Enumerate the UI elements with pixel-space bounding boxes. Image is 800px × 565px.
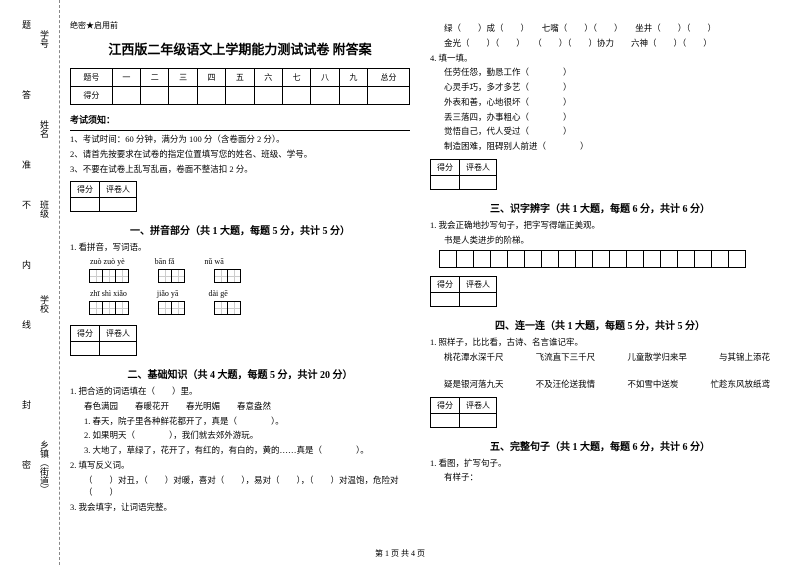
- th: 九: [339, 69, 367, 87]
- text: 3. 大地了，草绿了，花开了，有红的，有白的，黄的……真是（ ）。: [70, 444, 410, 457]
- th: 题号: [71, 69, 113, 87]
- text: 春色满园 春暖花开 春光明媚 春意盎然: [70, 400, 410, 413]
- section-title: 五、完整句子（共 1 大题，每题 6 分，共计 6 分）: [430, 438, 770, 453]
- td: 得分: [71, 87, 113, 105]
- text: 绿（ ）成（ ） 七嘴（ ）（ ） 坐井（ ）（ ）: [430, 22, 770, 35]
- scorebox: 得分评卷人: [70, 181, 137, 212]
- scorebox: 得分评卷人: [430, 159, 497, 190]
- question: 1. 照样子，比比看，古诗、名言谁记牢。: [430, 336, 770, 349]
- match-item: 儿童散学归来早: [627, 351, 687, 364]
- notice-item: 3、不要在试卷上乱写乱画，卷面不整洁扣 2 分。: [70, 163, 410, 176]
- page-footer: 第 1 页 共 4 页: [0, 548, 800, 559]
- margin-label: 学号: [38, 30, 51, 48]
- section-title: 三、识字辨字（共 1 大题，每题 6 分，共计 6 分）: [430, 200, 770, 215]
- question: 1. 看拼音，写词语。: [70, 241, 410, 254]
- text: 1. 春天，院子里各种鲜花都开了，真是（ ）。: [70, 415, 410, 428]
- text: 外表和善，心地很坏（ ）: [430, 96, 770, 109]
- text: 丢三落四，办事粗心（ ）: [430, 111, 770, 124]
- margin-label: 学校: [38, 295, 51, 313]
- th: 七: [282, 69, 310, 87]
- section-title: 四、连一连（共 1 大题，每题 5 分，共计 5 分）: [430, 317, 770, 332]
- th: 五: [226, 69, 254, 87]
- pinyin: jiǎo yā: [157, 289, 179, 298]
- match-item: 与其锦上添花: [719, 351, 770, 364]
- th: 总分: [368, 69, 410, 87]
- margin-label: 乡镇（街道）: [38, 440, 51, 494]
- scorebox: 得分评卷人: [430, 397, 497, 428]
- scorebox: 得分评卷人: [430, 276, 497, 307]
- writing-grid: [440, 250, 770, 268]
- question: 3. 我会填字，让词语完整。: [70, 501, 410, 514]
- text: （ ）对丑，（ ）对暖，喜对（ ），易对（ ），（ ）对温饱，危险对（ ）: [70, 474, 410, 500]
- text: 书是人类进步的阶梯。: [430, 234, 770, 247]
- th: 三: [169, 69, 197, 87]
- question: 1. 把合适的词语填在（ ）里。: [70, 385, 410, 398]
- scorebox: 得分评卷人: [70, 325, 137, 356]
- margin-hint: 不: [20, 200, 33, 209]
- margin-hint: 密: [20, 460, 33, 469]
- margin-hint: 答: [20, 90, 33, 99]
- text: 觉悟自己，代人受过（ ）: [430, 125, 770, 138]
- th: 四: [197, 69, 225, 87]
- match-item: 桃花潭水深千尺: [444, 351, 504, 364]
- th: 一: [112, 69, 140, 87]
- td: [112, 87, 140, 105]
- text: 2. 如果明天（ ），我们就去郊外游玩。: [70, 429, 410, 442]
- notice-item: 1、考试时间：60 分钟，满分为 100 分（含卷面分 2 分）。: [70, 133, 410, 146]
- th: 六: [254, 69, 282, 87]
- text: 有样子：: [430, 471, 770, 484]
- pinyin: zhī shì xiǎo: [90, 289, 127, 298]
- question: 2. 填写反义词。: [70, 459, 410, 472]
- margin-label: 班级: [38, 200, 51, 218]
- margin-hint: 内: [20, 260, 33, 269]
- pinyin: dài gē: [208, 289, 227, 298]
- pinyin: zuò zuò yè: [90, 257, 125, 266]
- text: 心灵手巧，多才多艺（ ）: [430, 81, 770, 94]
- th: 二: [141, 69, 169, 87]
- text: 任劳任怨，勤恳工作（ ）: [430, 66, 770, 79]
- notice-item: 2、请首先按要求在试卷的指定位置填写您的姓名、班级、学号。: [70, 148, 410, 161]
- text: 制造困难，阻碍别人前进（ ）: [430, 140, 770, 153]
- section-title: 一、拼音部分（共 1 大题，每题 5 分，共计 5 分）: [70, 222, 410, 237]
- margin-hint: 题: [20, 20, 33, 29]
- pinyin: nǔ wā: [204, 257, 223, 266]
- section-title: 二、基础知识（共 4 大题，每题 5 分，共计 20 分）: [70, 366, 410, 381]
- notice-heading: 考试须知：: [70, 113, 410, 126]
- match-item: 不如雪中送炭: [627, 378, 678, 391]
- question: 4. 填一填。: [430, 52, 770, 65]
- margin-hint: 准: [20, 160, 33, 169]
- question: 1. 看图，扩写句子。: [430, 457, 770, 470]
- text: 金光（ ）（ ） （ ）（ ）协力 六神（ ）（ ）: [430, 37, 770, 50]
- margin-hint: 封: [20, 400, 33, 409]
- question: 1. 我会正确地抄写句子，把字写得端正美观。: [430, 219, 770, 232]
- match-item: 飞流直下三千尺: [536, 351, 596, 364]
- match-item: 不及汪伦送我情: [536, 378, 596, 391]
- pinyin: bān fǎ: [155, 257, 175, 266]
- score-table: 题号 一 二 三 四 五 六 七 八 九 总分 得分: [70, 68, 410, 105]
- exam-title: 江西版二年级语文上学期能力测试试卷 附答案: [70, 39, 410, 58]
- match-item: 疑是银河落九天: [444, 378, 504, 391]
- match-item: 忙趁东风放纸鸢: [710, 378, 770, 391]
- margin-hint: 线: [20, 320, 33, 329]
- th: 八: [311, 69, 339, 87]
- margin-label: 姓名: [38, 120, 51, 138]
- secret-label: 绝密★启用前: [70, 20, 410, 31]
